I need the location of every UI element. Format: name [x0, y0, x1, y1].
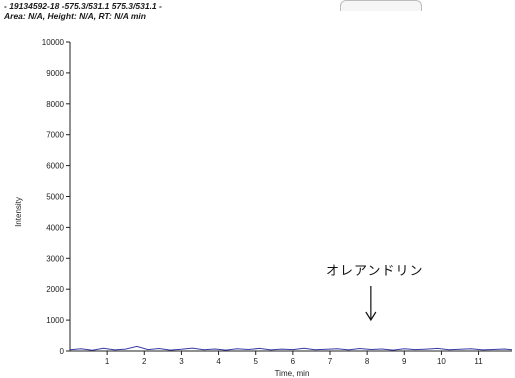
y-axis-label: Intensity — [14, 197, 23, 227]
y-tick-label: 1000 — [46, 316, 64, 325]
x-tick-label: 8 — [365, 357, 370, 366]
x-tick-label: 7 — [328, 357, 333, 366]
y-tick-label: 3000 — [46, 254, 64, 263]
compound-annotation: オレアンドリン — [326, 264, 424, 279]
y-tick-label: 6000 — [46, 162, 64, 171]
x-tick-label: 10 — [437, 357, 446, 366]
y-tick-label: 0 — [60, 347, 65, 356]
y-tick-label: 2000 — [46, 285, 64, 294]
y-tick-label: 10000 — [42, 38, 65, 47]
x-tick-label: 1 — [105, 357, 110, 366]
x-axis-label: Time, min — [275, 369, 310, 378]
window-tab[interactable] — [340, 0, 422, 11]
x-axis-ticks: 1 2 3 4 5 6 7 8 9 10 11 — [105, 351, 483, 366]
x-tick-label: 3 — [179, 357, 184, 366]
y-tick-label: 4000 — [46, 223, 64, 232]
x-tick-label: 6 — [291, 357, 296, 366]
x-tick-label: 5 — [253, 357, 258, 366]
chart-title: - 19134592-18 -575.3/531.1 575.3/531.1 - — [4, 1, 162, 11]
y-axis-ticks: 0 1000 2000 3000 4000 5000 6000 7000 8000 9000 100… — [42, 38, 70, 356]
x-tick-label: 4 — [216, 357, 221, 366]
chart-subtitle: Area: N/A, Height: N/A, RT: N/A min — [4, 11, 146, 21]
y-tick-label: 7000 — [46, 131, 64, 140]
x-tick-label: 9 — [402, 357, 407, 366]
x-tick-label: 2 — [142, 357, 147, 366]
x-tick-label: 11 — [474, 357, 483, 366]
chromatogram-trace — [69, 345, 513, 351]
y-tick-label: 8000 — [46, 100, 64, 109]
y-tick-label: 5000 — [46, 193, 64, 202]
down-arrow-icon — [365, 286, 377, 322]
y-tick-label: 9000 — [46, 69, 64, 78]
